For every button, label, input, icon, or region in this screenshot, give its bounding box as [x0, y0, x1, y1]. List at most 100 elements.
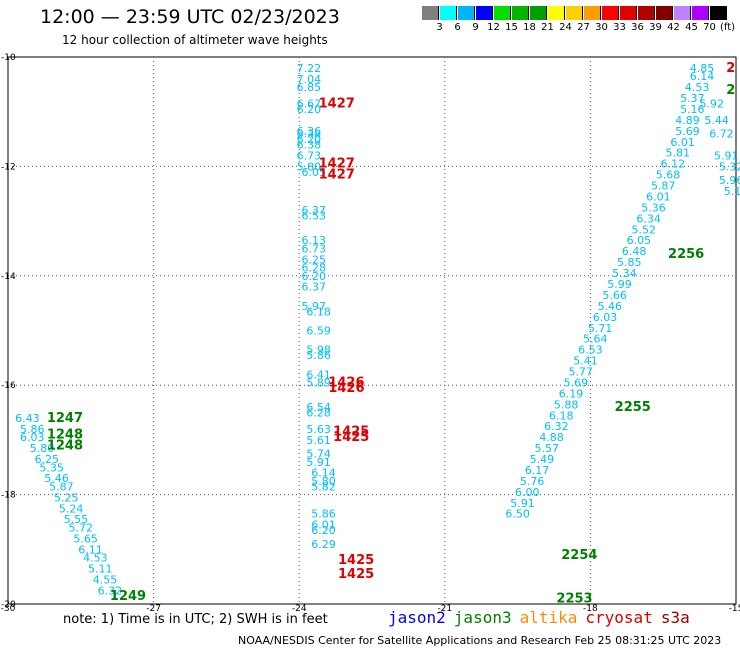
wave-height-label: 5.77 — [568, 366, 593, 379]
wave-height-label: 6.28 — [306, 407, 331, 420]
satellite-s3a: s3a — [660, 608, 690, 627]
wave-height-label: 6.13 — [302, 234, 327, 247]
wave-height-label: 6.25 — [302, 253, 327, 266]
wave-height-label: 5.66 — [602, 289, 627, 302]
pass-time-label: 1427 — [319, 96, 355, 111]
wave-height-label: 6.73 — [297, 149, 322, 162]
scale-label: 39 — [649, 22, 662, 33]
wave-height-label: 5.32 — [719, 160, 740, 173]
scale-label: 36 — [631, 22, 644, 33]
wave-height-label: 6.67 — [297, 97, 322, 110]
wave-height-label: 5.24 — [59, 502, 84, 515]
wave-height-label: 5.57 — [534, 442, 559, 455]
wave-height-label: 6.20 — [297, 103, 322, 116]
x-tick-label: -30 — [1, 604, 16, 614]
wave-height-label: 6.11 — [78, 543, 103, 556]
pass-time-label: 1425 — [338, 567, 374, 582]
wave-height-label: 5.52 — [632, 223, 657, 236]
wave-height-label: 5.46 — [598, 300, 623, 313]
wave-height-label: 5.97 — [302, 300, 327, 313]
scale-swatch — [494, 6, 511, 20]
scale-swatch — [458, 6, 475, 20]
wave-height-label: 5.92 — [699, 97, 724, 110]
wave-height-label: 6.05 — [302, 166, 327, 179]
wave-height-label: 5.98 — [306, 344, 331, 357]
wave-height-label: 6.37 — [302, 204, 327, 217]
scale-label: 6 — [454, 22, 461, 33]
scale-label: 12 — [487, 22, 500, 33]
wave-height-label: 5.81 — [666, 147, 691, 160]
pass-time-label: 2 — [726, 83, 735, 98]
wave-height-label: 5.99 — [607, 278, 632, 291]
wave-height-label: 5.76 — [520, 475, 545, 488]
wave-height-label: 5.96 — [719, 174, 740, 187]
x-tick-label: -18 — [583, 604, 598, 614]
wave-height-label: 5.44 — [704, 114, 729, 127]
wave-height-label: 6.18 — [306, 305, 331, 318]
x-tick-label: -27 — [146, 604, 161, 614]
scale-label: (ft) — [719, 22, 736, 33]
pass-time-label: 2 — [726, 61, 735, 76]
scale-label: 18 — [523, 22, 536, 33]
wave-height-label: 5.69 — [675, 125, 700, 138]
footnote: note: 1) Time is in UTC; 2) SWH is in fe… — [63, 612, 328, 627]
scale-swatch — [440, 6, 457, 20]
pass-time-label: 1247 — [47, 411, 83, 426]
wave-height-label: 5.80 — [297, 160, 322, 173]
pass-time-label: 1249 — [110, 589, 146, 604]
wave-height-label: 6.01 — [646, 190, 671, 203]
wave-height-label: 6.18 — [549, 409, 574, 422]
wave-height-label: 5.82 — [311, 480, 336, 493]
y-tick-label: -18 — [1, 491, 16, 501]
scale-label: 9 — [472, 22, 479, 33]
wave-height-label: 5.86 — [306, 349, 331, 362]
wave-height-label: 7.04 — [297, 73, 322, 86]
wave-height-label: 5.41 — [573, 355, 598, 368]
wave-height-label: 6.28 — [302, 262, 327, 275]
wave-height-label: 4.53 — [83, 552, 108, 565]
plot-frame — [7, 56, 737, 605]
wave-height-label: 6.59 — [306, 325, 331, 338]
wave-height-label: 6.32 — [98, 584, 123, 597]
scale-swatch — [566, 6, 583, 20]
scale-label: 45 — [685, 22, 698, 33]
wave-height-label: 6.36 — [297, 125, 322, 138]
wave-height-label: 6.53 — [578, 344, 603, 357]
wave-height-label: 5.91 — [714, 149, 739, 162]
page-subtitle: 12 hour collection of altimeter wave hei… — [62, 33, 328, 47]
wave-height-label: 5.69 — [564, 376, 589, 389]
scale-swatch — [422, 6, 439, 20]
wave-height-label: 6.38 — [297, 128, 322, 141]
wave-height-label: 5.16 — [680, 103, 705, 116]
wave-height-label: 6.12 — [661, 158, 686, 171]
wave-height-label: 5.91 — [306, 456, 331, 469]
satellite-cryosat: cryosat — [585, 608, 653, 627]
wave-height-label: 5.14 — [724, 185, 740, 198]
pass-time-label: 1248 — [47, 427, 83, 442]
wave-height-label: 6.20 — [311, 524, 336, 537]
wave-height-label: 6.29 — [311, 538, 336, 551]
pass-time-label: 1425 — [333, 430, 369, 445]
wave-height-label: 5.72 — [69, 521, 94, 534]
scale-swatch — [674, 6, 691, 20]
scale-swatch — [548, 6, 565, 20]
scale-swatch — [620, 6, 637, 20]
wave-height-label: 6.85 — [297, 81, 322, 94]
wave-height-label: 5.25 — [54, 491, 79, 504]
wave-height-label: 6.41 — [306, 368, 331, 381]
wave-height-label: 4.53 — [685, 81, 710, 94]
wave-height-label: 6.34 — [636, 212, 661, 225]
y-tick-label: -14 — [1, 272, 16, 282]
wave-height-label: 5.63 — [306, 423, 331, 436]
scale-swatch — [710, 6, 727, 20]
wave-height-label: 5.11 — [88, 562, 113, 575]
scale-swatch — [638, 6, 655, 20]
wave-height-label: 5.34 — [612, 267, 637, 280]
scale-label: 21 — [541, 22, 554, 33]
pass-time-label: 1248 — [47, 438, 83, 453]
scale-label: 24 — [559, 22, 572, 33]
scale-label: 30 — [595, 22, 608, 33]
wave-height-label: 6.05 — [627, 234, 652, 247]
wave-height-label: 6.19 — [559, 387, 584, 400]
